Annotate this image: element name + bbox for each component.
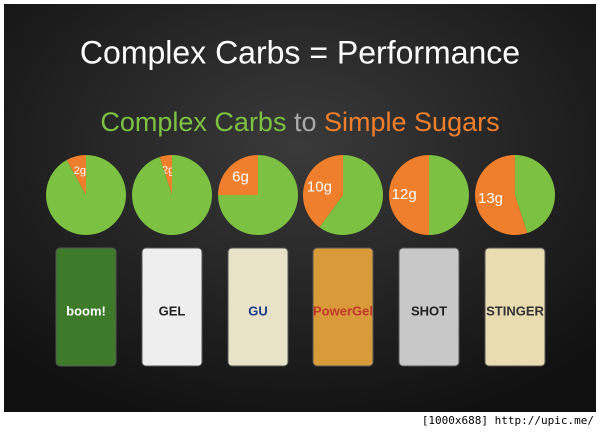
packet: [141, 247, 203, 367]
subtitle-to: to: [294, 107, 317, 137]
pie-slice: [515, 155, 555, 234]
pie-slice: [66, 155, 86, 195]
subtitle: Complex Carbs to Simple Sugars: [100, 107, 499, 137]
pie-slice: [218, 155, 298, 235]
pie-label: 12g: [392, 186, 417, 203]
pie-slice: [389, 155, 429, 235]
pie-slice: [319, 155, 383, 235]
footer: [1000x688] http://upic.me/: [422, 414, 594, 427]
pie-slice: [159, 155, 172, 195]
packet: [398, 247, 460, 367]
packet: [312, 247, 374, 367]
pie-label: 2g: [162, 164, 174, 176]
packets: boom! GEL GU PowerGel SHOT STINGER: [55, 247, 546, 367]
pie-label: 2g: [74, 165, 86, 177]
subtitle-simple: Simple Sugars: [324, 107, 500, 137]
pie-slice: [475, 155, 528, 236]
pie-label: 13g: [478, 190, 503, 207]
packet-label: STINGER: [486, 303, 544, 318]
packet: [55, 247, 117, 367]
subtitle-complex: Complex Carbs: [100, 107, 286, 137]
packet: [227, 247, 289, 367]
pie-slice: [429, 155, 469, 235]
packet-label: GEL: [159, 303, 186, 318]
packet-label: PowerGel: [313, 303, 373, 318]
pie-slice: [303, 155, 343, 228]
packet-label: SHOT: [411, 303, 447, 318]
packet-label: boom!: [66, 303, 106, 318]
packet: [484, 247, 546, 367]
pie-slice: [131, 155, 212, 235]
pie-label: 10g: [307, 178, 332, 195]
pie-slice: [46, 155, 127, 236]
pie-label: 6g: [232, 168, 249, 185]
packet-label: GU: [248, 303, 268, 318]
title: Complex Carbs = Performance: [80, 34, 520, 70]
pie-slice: [218, 155, 258, 195]
